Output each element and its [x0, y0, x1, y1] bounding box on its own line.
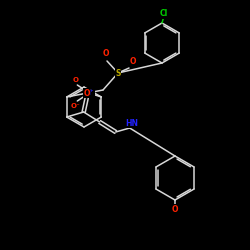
Text: O: O [103, 50, 109, 58]
Text: Cl: Cl [160, 10, 168, 18]
Text: HN: HN [125, 118, 138, 128]
Text: O: O [172, 204, 178, 214]
Text: O: O [84, 88, 90, 98]
Text: N⁺: N⁺ [84, 90, 94, 96]
Text: O: O [72, 77, 78, 83]
Text: O⁻: O⁻ [70, 103, 80, 109]
Text: O: O [130, 58, 136, 66]
Text: S: S [115, 68, 121, 78]
